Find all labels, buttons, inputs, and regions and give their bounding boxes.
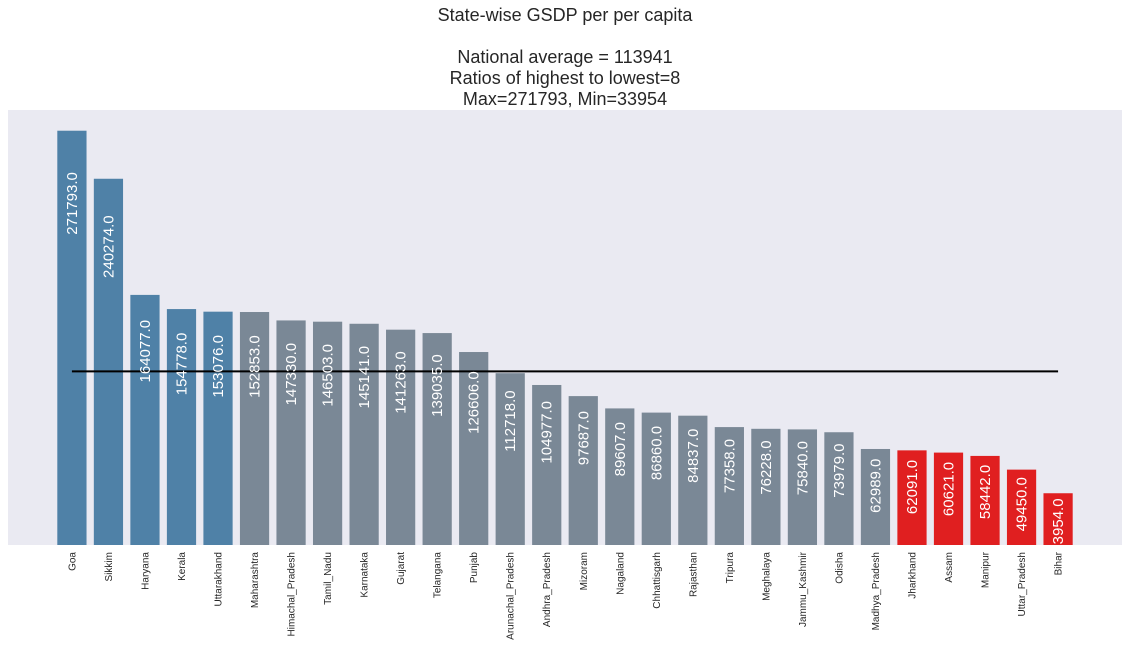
x-tick-label: Andhra_Pradesh	[542, 552, 553, 627]
value-label: 76228.0	[758, 440, 775, 494]
bar-jammu_kashmir	[787, 429, 818, 545]
x-tick-label: Chhattisgarh	[652, 552, 663, 609]
bar-kerala	[166, 309, 197, 545]
bar-odisha	[824, 432, 854, 545]
value-label: 75840.0	[794, 441, 811, 495]
bar-haryana	[130, 294, 160, 545]
bar-andhra_pradesh	[532, 384, 562, 545]
bar-karnataka	[349, 323, 379, 545]
title-line: State-wise GSDP per per capita	[438, 5, 694, 25]
bar-maharashtra	[239, 312, 270, 545]
value-label: 89607.0	[612, 422, 629, 476]
bar-arunachal_pradesh	[495, 373, 525, 545]
bar-nagaland	[605, 408, 635, 545]
bar-gujarat	[386, 329, 416, 545]
value-label: 60621.0	[941, 462, 958, 516]
value-label: 84837.0	[685, 429, 702, 483]
value-label: 58442.0	[977, 465, 994, 519]
x-tick-label: Goa	[67, 552, 78, 571]
bar-meghalaya	[751, 428, 781, 545]
value-label: 271793.0	[64, 172, 81, 235]
value-label: 33954.0	[1050, 498, 1067, 552]
value-label: 152853.0	[247, 335, 264, 398]
value-label: 49450.0	[1014, 477, 1031, 531]
value-label: 164077.0	[137, 320, 154, 383]
value-label: 145141.0	[356, 346, 373, 409]
value-label: 86860.0	[648, 426, 665, 480]
x-tick-label: Arunachal_Pradesh	[506, 552, 517, 640]
value-label: 97687.0	[575, 411, 592, 465]
value-label: 104977.0	[539, 401, 556, 464]
x-tick-label: Kerala	[177, 552, 188, 581]
x-tick-label: Rajasthan	[688, 552, 699, 597]
value-label: 147330.0	[283, 343, 300, 406]
title-line: Max=271793, Min=33954	[463, 89, 667, 109]
x-tick-label: Telangana	[433, 552, 444, 599]
x-tick-label: Jammu_Kashmir	[798, 551, 809, 627]
value-label: 73979.0	[831, 444, 848, 498]
bar-manipur	[970, 455, 1000, 545]
bar-uttar_pradesh	[1006, 469, 1037, 545]
value-label: 153076.0	[210, 335, 227, 398]
x-tick-labels: Goa Sikkim Haryana Kerala Uttarakhand Maharas…	[67, 551, 1064, 640]
title-line: National average = 113941	[457, 47, 672, 67]
x-tick-label: Bihar	[1054, 551, 1065, 575]
value-label: 126606.0	[466, 371, 483, 434]
bar-uttarakhand	[203, 311, 233, 545]
value-label: 77358.0	[721, 439, 738, 493]
value-label: 62989.0	[867, 459, 884, 513]
bar-himachal_pradesh	[276, 320, 306, 545]
x-tick-label: Himachal_Pradesh	[287, 552, 298, 637]
x-tick-label: Karnataka	[360, 552, 371, 598]
value-label: 112718.0	[502, 390, 519, 451]
bars	[57, 130, 1073, 545]
bar-goa	[57, 130, 87, 545]
x-tick-label: Manipur	[981, 551, 992, 588]
x-tick-label: Haryana	[140, 552, 151, 590]
bar-bihar	[1043, 493, 1073, 545]
value-label: 139035.0	[429, 354, 446, 417]
bar-tamil_nadu	[312, 321, 343, 545]
x-tick-label: Assam	[944, 552, 955, 583]
x-tick-label: Gujarat	[396, 552, 407, 585]
value-label: 141263.0	[393, 351, 410, 414]
bar-rajasthan	[678, 415, 708, 545]
bar-sikkim	[93, 178, 124, 545]
bar-assam	[933, 452, 964, 545]
x-tick-label: Odisha	[834, 552, 845, 584]
x-tick-label: Jharkhand	[907, 552, 918, 599]
x-tick-label: Uttarakhand	[214, 552, 225, 606]
bar-madhya_pradesh	[860, 448, 891, 545]
x-tick-label: Nagaland	[615, 552, 626, 595]
x-tick-label: Punjab	[469, 552, 480, 584]
x-tick-label: Tripura	[725, 552, 736, 584]
bar-mizoram	[568, 396, 598, 545]
bar-punjab	[459, 352, 489, 545]
value-label: 62091.0	[904, 460, 921, 514]
value-label: 146503.0	[320, 344, 337, 407]
x-tick-label: Uttar_Pradesh	[1017, 552, 1028, 616]
title-line: Ratios of highest to lowest=8	[450, 68, 681, 88]
bar-telangana	[422, 333, 452, 545]
value-label: 154778.0	[173, 333, 190, 396]
x-tick-label: Mizoram	[579, 552, 590, 590]
bar-tripura	[714, 427, 744, 545]
bar-jharkhand	[897, 450, 927, 545]
chart-title: State-wise GSDP per per capita National a…	[438, 5, 694, 109]
x-tick-label: Meghalaya	[761, 552, 772, 601]
value-labels: 271793.0 240274.0 164077.0 154778.0 153076.0…	[64, 172, 1067, 552]
x-tick-label: Maharashtra	[250, 552, 261, 609]
x-tick-label: Madhya_Pradesh	[871, 552, 882, 630]
bar-chhattisgarh	[641, 412, 671, 545]
x-tick-label: Sikkim	[104, 552, 115, 581]
value-label: 240274.0	[100, 215, 117, 278]
x-tick-label: Tamil_Nadu	[323, 552, 334, 605]
